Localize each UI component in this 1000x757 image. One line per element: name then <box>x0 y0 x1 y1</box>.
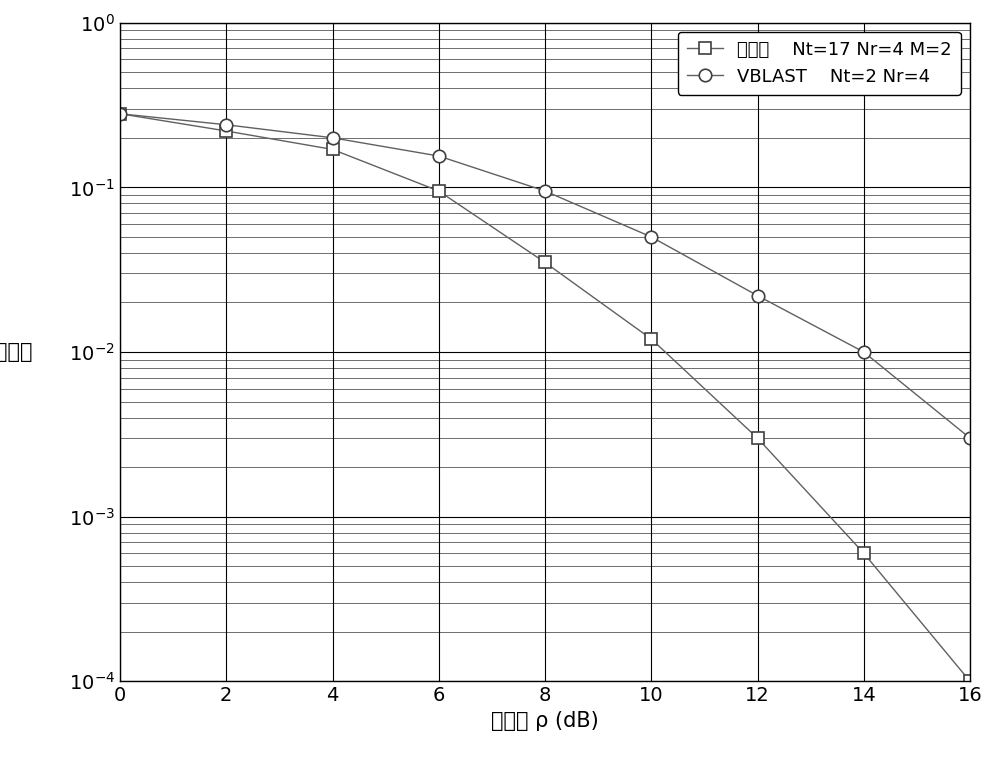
Y-axis label: 误码率: 误码率 <box>0 342 32 362</box>
VBLAST    Nt=2 Nr=4 <box>433 151 445 160</box>
本发明    Nt=17 Nr=4 M=2 <box>433 186 445 195</box>
本发明    Nt=17 Nr=4 M=2 <box>326 145 338 154</box>
VBLAST    Nt=2 Nr=4 <box>858 347 870 357</box>
VBLAST    Nt=2 Nr=4 <box>752 291 764 301</box>
本发明    Nt=17 Nr=4 M=2 <box>964 677 976 686</box>
X-axis label: 信噪比 ρ (dB): 信噪比 ρ (dB) <box>491 711 599 731</box>
本发明    Nt=17 Nr=4 M=2 <box>858 549 870 558</box>
Legend: 本发明    Nt=17 Nr=4 M=2, VBLAST    Nt=2 Nr=4: 本发明 Nt=17 Nr=4 M=2, VBLAST Nt=2 Nr=4 <box>678 32 961 95</box>
VBLAST    Nt=2 Nr=4 <box>114 109 126 118</box>
Line: 本发明    Nt=17 Nr=4 M=2: 本发明 Nt=17 Nr=4 M=2 <box>114 108 976 687</box>
本发明    Nt=17 Nr=4 M=2 <box>539 258 551 267</box>
本发明    Nt=17 Nr=4 M=2 <box>220 126 232 136</box>
VBLAST    Nt=2 Nr=4 <box>645 232 657 241</box>
本发明    Nt=17 Nr=4 M=2 <box>752 434 764 443</box>
VBLAST    Nt=2 Nr=4 <box>326 133 338 142</box>
Line: VBLAST    Nt=2 Nr=4: VBLAST Nt=2 Nr=4 <box>114 107 976 444</box>
VBLAST    Nt=2 Nr=4 <box>964 434 976 443</box>
VBLAST    Nt=2 Nr=4 <box>539 186 551 195</box>
VBLAST    Nt=2 Nr=4 <box>220 120 232 129</box>
本发明    Nt=17 Nr=4 M=2 <box>645 335 657 344</box>
本发明    Nt=17 Nr=4 M=2 <box>114 109 126 118</box>
